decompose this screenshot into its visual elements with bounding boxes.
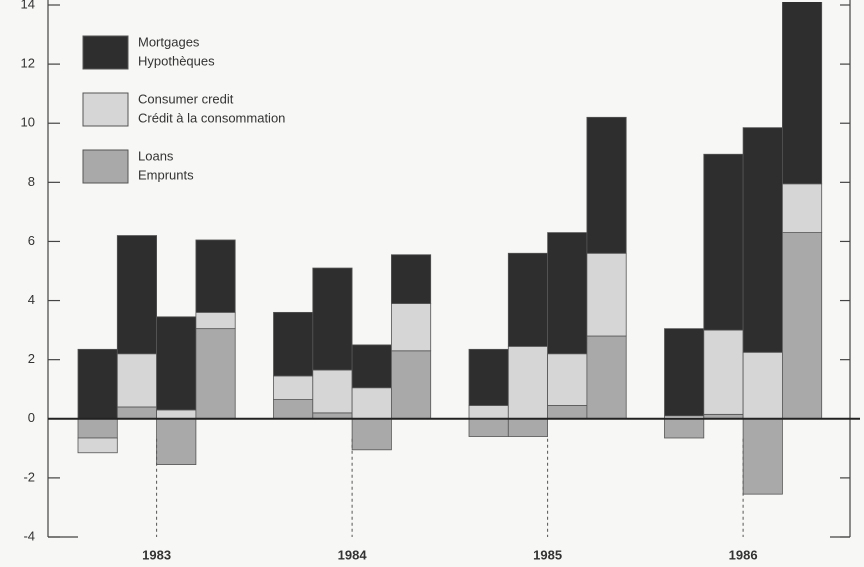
- bar-segment: [586, 252, 627, 337]
- bar-segment: [77, 418, 118, 439]
- bar-segment: [547, 405, 588, 420]
- legend-swatch: [82, 35, 129, 70]
- bar-segment: [156, 409, 197, 420]
- legend-label-fr: Hypothèques: [138, 53, 215, 68]
- bar-segment: [195, 328, 236, 420]
- bar-segment: [156, 418, 197, 465]
- bar-segment: [782, 232, 823, 420]
- y-tick-label: 0: [28, 410, 35, 425]
- bar-segment: [742, 418, 783, 495]
- bar-segment: [156, 316, 197, 411]
- group-label: 1986: [729, 547, 758, 562]
- group-label: 1985: [533, 547, 562, 562]
- bar-segment: [312, 369, 353, 414]
- group-label: 1983: [142, 547, 171, 562]
- bar-segment: [273, 399, 314, 420]
- legend-swatch: [82, 149, 129, 184]
- legend-label-fr: Crédit à la consommation: [138, 110, 285, 125]
- legend-swatch: [82, 92, 129, 127]
- bar-segment: [116, 406, 158, 420]
- legend-label-fr: Emprunts: [138, 167, 194, 182]
- bar-segment: [742, 351, 783, 420]
- bar-segment: [782, 2, 823, 185]
- bar-segment: [390, 254, 432, 304]
- bar-segment: [390, 303, 432, 352]
- y-tick-label: 14: [21, 0, 35, 11]
- bar-segment: [664, 328, 705, 417]
- bar-segment: [586, 116, 627, 254]
- bar-segment: [77, 437, 118, 454]
- y-tick-label: -4: [23, 528, 35, 543]
- y-tick-label: 2: [28, 351, 35, 366]
- y-tick-label: 8: [28, 174, 35, 189]
- bar-segment: [351, 387, 392, 420]
- y-tick-label: 10: [21, 115, 35, 130]
- bar-segment: [664, 418, 705, 439]
- y-tick-label: -2: [23, 469, 35, 484]
- bar-segment: [351, 344, 392, 389]
- bar-segment: [116, 235, 158, 355]
- bar-segment: [547, 353, 588, 406]
- legend-label: Loans: [138, 148, 174, 163]
- y-tick-label: 12: [21, 56, 35, 71]
- legend-label: Mortgages: [138, 34, 200, 49]
- bar-segment: [351, 418, 392, 451]
- legend-label: Consumer credit: [138, 91, 234, 106]
- bar-segment: [195, 311, 236, 330]
- bar-segment: [312, 267, 353, 371]
- bar-segment: [116, 353, 158, 408]
- bar-segment: [273, 311, 314, 377]
- bar-segment: [77, 348, 118, 420]
- bar-segment: [586, 335, 627, 420]
- bar-segment: [507, 345, 548, 420]
- bar-segment: [273, 375, 314, 400]
- bar-segment: [468, 405, 509, 420]
- bar-segment: [195, 239, 236, 313]
- group-label: 1984: [338, 547, 368, 562]
- bar-segment: [507, 252, 548, 347]
- bar-segment: [742, 127, 783, 353]
- bar-segment: [703, 329, 744, 415]
- bar-segment: [782, 183, 823, 233]
- bar-segment: [468, 348, 509, 406]
- bar-segment: [468, 418, 509, 437]
- bars: [77, 2, 823, 495]
- bar-segment: [507, 418, 548, 437]
- y-tick-label: 4: [28, 292, 35, 307]
- bar-segment: [547, 232, 588, 355]
- bar-segment: [703, 153, 744, 331]
- bar-segment: [390, 350, 432, 420]
- y-tick-label: 6: [28, 233, 35, 248]
